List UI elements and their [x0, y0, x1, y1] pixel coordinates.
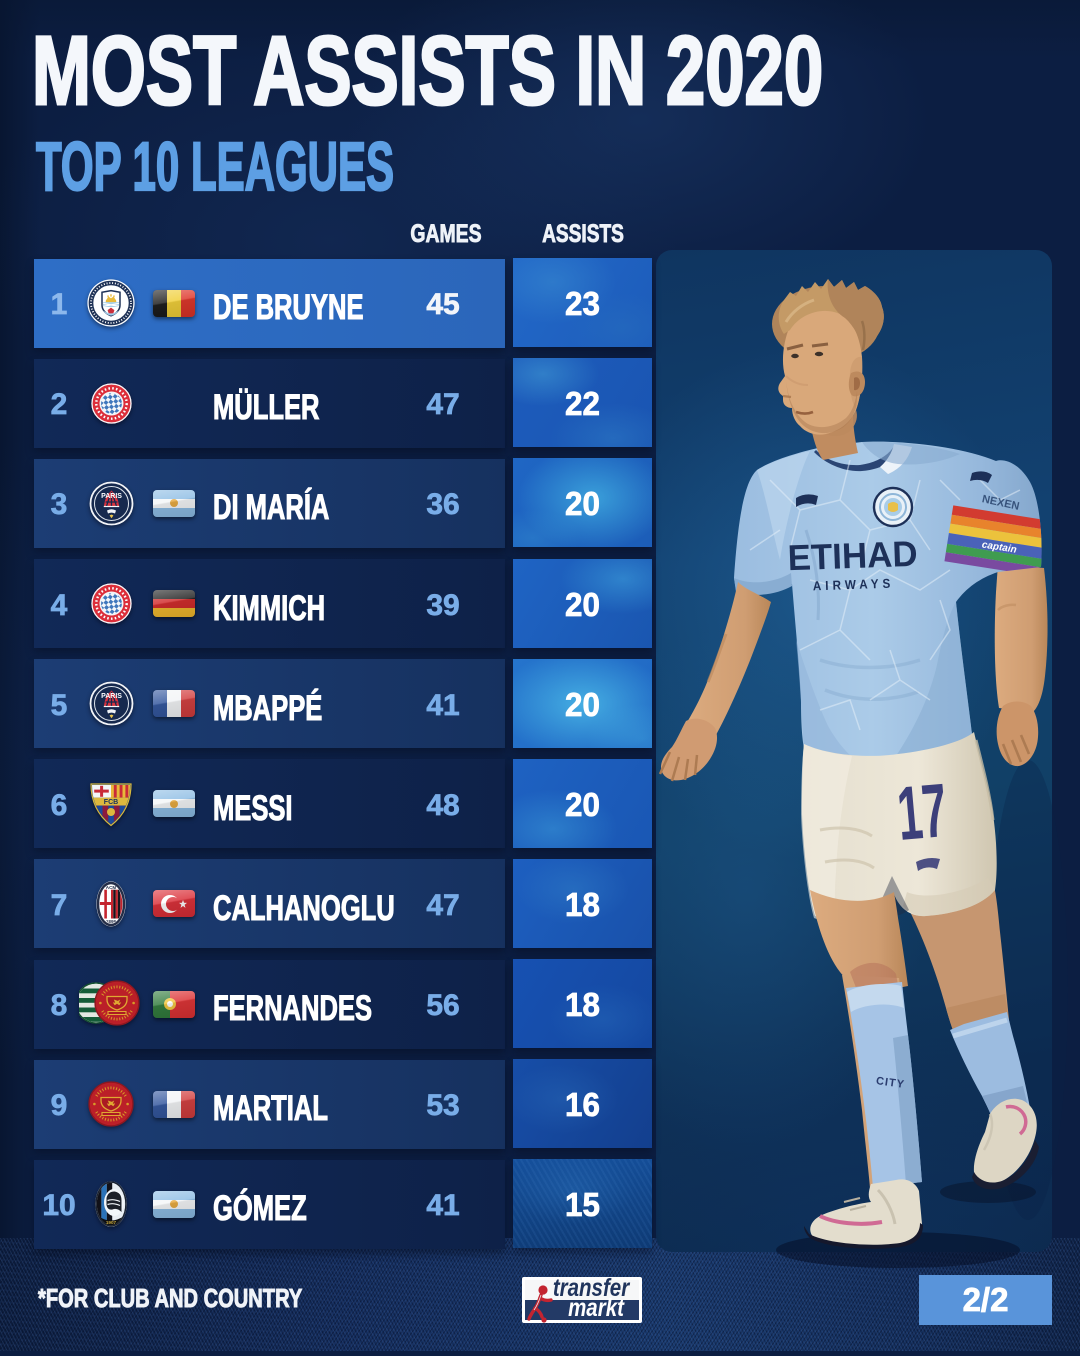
- svg-text:ETIHAD: ETIHAD: [787, 533, 918, 578]
- svg-text:1899: 1899: [106, 919, 117, 924]
- svg-text:captain: captain: [981, 539, 1017, 555]
- svg-text:FCB: FCB: [104, 799, 118, 806]
- svg-text:PARIS: PARIS: [101, 693, 122, 700]
- svg-text:1907: 1907: [106, 1220, 117, 1225]
- svg-text:CITY: CITY: [875, 1075, 905, 1091]
- svg-text:AIRWAYS: AIRWAYS: [813, 576, 895, 594]
- svg-text:17: 17: [894, 769, 950, 857]
- svg-text:ACM: ACM: [106, 885, 117, 890]
- svg-text:PARIS: PARIS: [101, 493, 122, 500]
